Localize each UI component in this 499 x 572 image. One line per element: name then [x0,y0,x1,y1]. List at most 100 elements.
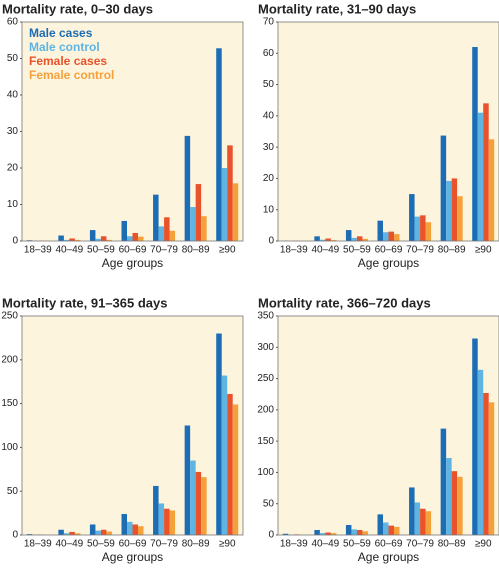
bar [389,232,395,241]
x-tick-label: ≥90 [219,539,236,550]
bar [489,139,495,241]
bar [227,394,233,535]
y-tick-label: 70 [263,17,275,28]
y-tick-label: 20 [7,163,19,174]
x-tick-label: 18–39 [24,539,52,550]
bar [378,514,384,535]
bar [394,527,400,535]
x-tick-label: ≥90 [219,245,236,256]
bar [452,471,458,535]
y-tick-label: 50 [263,498,275,509]
bar [472,47,478,241]
bar [483,103,489,241]
bar [185,426,191,536]
bar [159,226,165,241]
x-tick-label: 18–39 [280,539,308,550]
y-tick-label: 300 [257,342,274,353]
bar [170,510,176,535]
y-tick-label: 30 [263,142,275,153]
bar [378,221,384,241]
bar [233,404,239,535]
bar [133,524,139,535]
bar [457,196,463,241]
y-tick-label: 0 [12,530,18,541]
y-tick-label: 350 [257,311,274,322]
bar [133,233,139,241]
x-tick-label: 50–59 [87,539,115,550]
bar [90,230,96,241]
y-tick-label: 200 [257,404,274,415]
bar [58,236,64,241]
bar [415,502,421,535]
bar [201,216,207,241]
x-axis-label: Age groups [358,256,419,270]
legend-entry: Female cases [29,54,107,68]
legend-entry: Female control [29,68,114,82]
bar [122,221,128,241]
bar [489,402,495,535]
bar [409,194,415,241]
bar [426,222,432,241]
x-tick-label: 70–79 [150,245,178,256]
bar [164,217,170,241]
x-tick-label: ≥90 [475,539,492,550]
x-tick-label: 40–49 [55,539,83,550]
bar [346,525,352,535]
bar [170,231,176,241]
x-tick-label: 60–69 [375,539,403,550]
x-tick-label: 80–89 [438,245,466,256]
x-tick-label: 70–79 [406,245,434,256]
bar [153,486,159,535]
chart-title: Mortality rate, 0–30 days [2,1,153,16]
y-tick-label: 100 [1,442,18,453]
y-tick-label: 200 [1,354,18,365]
bar [153,195,159,241]
y-tick-label: 20 [263,173,275,184]
y-tick-label: 0 [12,236,18,247]
x-tick-label: 60–69 [119,245,147,256]
bar [201,477,207,535]
chart-title: Mortality rate, 91–365 days [2,295,167,310]
bar [314,530,320,535]
bar [457,477,463,535]
bar [409,487,415,535]
y-tick-label: 250 [1,311,18,322]
x-tick-label: ≥90 [475,245,492,256]
y-tick-label: 10 [7,199,19,210]
bar [222,168,228,241]
x-tick-label: 50–59 [87,245,115,256]
x-axis-label: Age groups [102,550,163,564]
bar [394,234,400,241]
y-tick-label: 0 [268,530,274,541]
bar [190,461,196,535]
bar [138,526,144,535]
bar [90,524,96,535]
plot-background [22,316,243,535]
x-axis-label: Age groups [358,550,419,564]
y-tick-label: 40 [7,90,19,101]
y-tick-label: 50 [263,79,275,90]
bar [478,370,484,535]
bar [106,531,112,535]
x-tick-label: 80–89 [182,245,210,256]
x-tick-label: 40–49 [55,245,83,256]
x-tick-label: 80–89 [182,539,210,550]
bar [420,509,426,535]
bar [58,530,64,535]
bar [357,530,363,535]
x-tick-label: 80–89 [438,539,466,550]
y-tick-label: 50 [7,486,19,497]
y-tick-label: 150 [1,398,18,409]
x-tick-label: 60–69 [375,245,403,256]
chart-title: Mortality rate, 366–720 days [258,295,431,310]
bar [415,217,421,241]
bar [185,136,191,241]
y-tick-label: 60 [7,17,19,28]
bar [222,376,228,535]
x-tick-label: 18–39 [280,245,308,256]
bar [101,236,107,241]
bar [346,230,352,241]
y-tick-label: 0 [268,236,274,247]
bar [357,236,363,241]
x-tick-label: 50–59 [343,245,371,256]
